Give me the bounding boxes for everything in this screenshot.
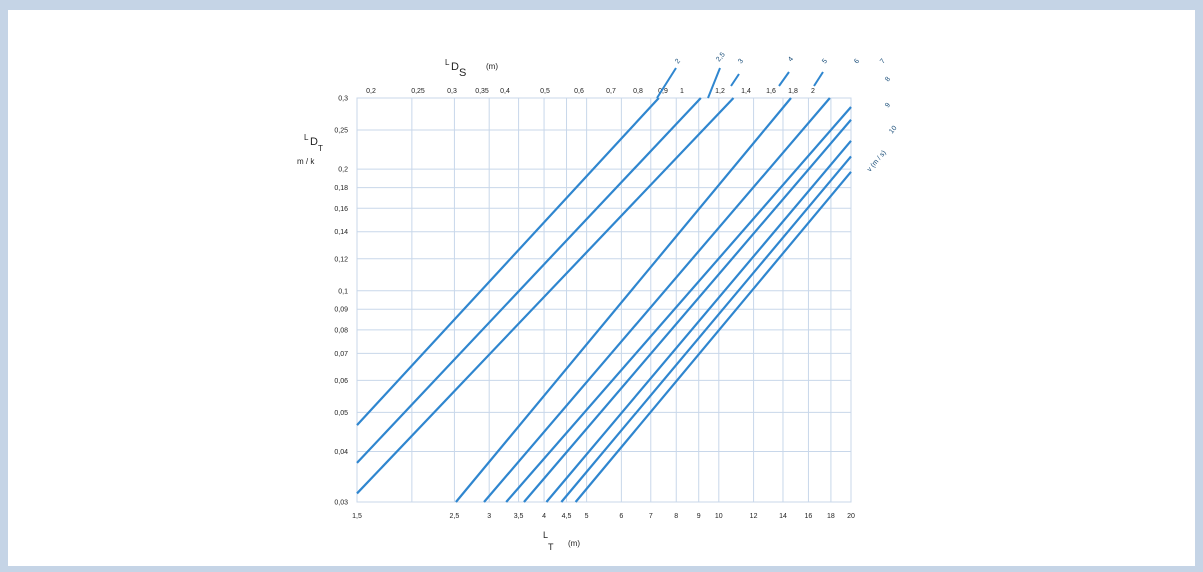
y-tick-label: 0,2 bbox=[338, 167, 348, 174]
x-tick-label: 2,5 bbox=[450, 513, 460, 520]
series-line bbox=[455, 97, 792, 503]
chart-panel: 1,5 2,5 3 3,5 4 4,5 5 6 7 8 9 10 12 14 16 18 20 0,03 0,04 0… bbox=[8, 10, 1195, 566]
y-tick-label: 0,16 bbox=[334, 206, 348, 213]
y-axis-unit: m / k bbox=[297, 157, 315, 166]
x-tick-label: 9 bbox=[697, 513, 701, 520]
series-value-label: 7 bbox=[879, 58, 887, 66]
series-value-label: 6 bbox=[853, 58, 861, 66]
y-tick-label: 0,25 bbox=[334, 127, 348, 134]
series-unit-label: v (m / s) bbox=[866, 149, 888, 173]
series-line bbox=[560, 155, 852, 503]
x-tick-label: 6 bbox=[619, 513, 623, 520]
x-axis-unit: (m) bbox=[568, 539, 580, 548]
series-line bbox=[356, 97, 660, 426]
top-tick-label: 0,5 bbox=[540, 88, 550, 95]
x-tick-label: 1,5 bbox=[352, 513, 362, 520]
x-tick-label: 8 bbox=[674, 513, 678, 520]
top-tick-label: 1,8 bbox=[788, 88, 798, 95]
top-axis-unit: (m) bbox=[486, 62, 498, 71]
series-line bbox=[523, 119, 852, 503]
top-tick-label: 2 bbox=[811, 88, 815, 95]
y-tick-label: 0,3 bbox=[338, 96, 348, 103]
plot-frame bbox=[356, 97, 852, 503]
top-tick-label: 1 bbox=[680, 88, 684, 95]
top-tick-label: 0,9 bbox=[658, 88, 668, 95]
series-line-extension bbox=[778, 71, 790, 87]
top-tick-label: 1,6 bbox=[766, 88, 776, 95]
series-line bbox=[545, 140, 852, 503]
series-value-label: 10 bbox=[888, 125, 898, 136]
y-tick-label: 0,06 bbox=[334, 378, 348, 385]
series-value-label: 8 bbox=[884, 76, 892, 84]
x-tick-label: 4,5 bbox=[562, 513, 572, 520]
y-tick-label: 0,07 bbox=[334, 351, 348, 358]
y-tick-label: 0,09 bbox=[334, 307, 348, 314]
top-tick-label: 0,8 bbox=[633, 88, 643, 95]
series-line bbox=[356, 97, 735, 495]
top-tick-label: 0,25 bbox=[411, 88, 425, 95]
series-line bbox=[505, 106, 852, 503]
x-tick-label: 14 bbox=[779, 513, 787, 520]
x-tick-label: 20 bbox=[847, 513, 855, 520]
y-tick-label: 0,03 bbox=[334, 500, 348, 507]
series-line bbox=[483, 97, 831, 503]
x-tick-label: 5 bbox=[585, 513, 589, 520]
top-tick-label: 0,3 bbox=[447, 88, 457, 95]
series-line-extension bbox=[730, 73, 740, 87]
series-line bbox=[574, 171, 852, 503]
top-tick-label: 1,2 bbox=[715, 88, 725, 95]
y-axis-title-main: L bbox=[304, 133, 309, 142]
series-value-label: 2 bbox=[674, 58, 682, 66]
top-tick-label: 0,2 bbox=[366, 88, 376, 95]
x-tick-label: 18 bbox=[827, 513, 835, 520]
series-line-extension bbox=[656, 67, 677, 99]
top-tick-label: 1,4 bbox=[741, 88, 751, 95]
y-tick-label: 0,14 bbox=[334, 229, 348, 236]
top-tick-label: 0,7 bbox=[606, 88, 616, 95]
x-tick-label: 7 bbox=[649, 513, 653, 520]
series-value-label: 4 bbox=[787, 56, 795, 64]
top-axis-title-mid: D bbox=[451, 61, 459, 73]
nomogram-chart: 1,5 2,5 3 3,5 4 4,5 5 6 7 8 9 10 12 14 16 18 200,030,040… bbox=[297, 51, 899, 552]
y-tick-label: 0,04 bbox=[334, 449, 348, 456]
series-line-extension bbox=[813, 71, 824, 87]
series-value-label: 2,5 bbox=[715, 51, 727, 63]
x-tick-label: 10 bbox=[715, 513, 723, 520]
x-axis-title-sub: T bbox=[548, 542, 554, 552]
y-tick-label: 0,12 bbox=[334, 256, 348, 263]
x-tick-label: 16 bbox=[805, 513, 813, 520]
top-tick-label: 0,35 bbox=[475, 88, 489, 95]
series-line bbox=[356, 97, 702, 464]
series-value-label: 5 bbox=[821, 58, 829, 66]
y-tick-label: 0,18 bbox=[334, 185, 348, 192]
y-axis-title-sub: T bbox=[318, 144, 323, 153]
x-tick-label: 12 bbox=[750, 513, 758, 520]
y-tick-label: 0,1 bbox=[338, 288, 348, 295]
x-tick-label: 4 bbox=[542, 513, 546, 520]
x-tick-label: 3 bbox=[487, 513, 491, 520]
top-tick-label: 0,4 bbox=[500, 88, 510, 95]
y-tick-label: 0,08 bbox=[334, 327, 348, 334]
top-tick-label: 0,6 bbox=[574, 88, 584, 95]
x-axis-title-main: L bbox=[543, 530, 548, 540]
top-axis-title-main: L bbox=[445, 58, 450, 67]
series-value-label: 3 bbox=[737, 58, 745, 66]
x-tick-label: 3,5 bbox=[514, 513, 524, 520]
y-axis-title-mid: D bbox=[310, 136, 318, 148]
series-line-extension bbox=[707, 67, 721, 99]
series-value-label: 9 bbox=[884, 102, 892, 110]
top-axis-title-sub: S bbox=[459, 67, 466, 79]
y-tick-label: 0,05 bbox=[334, 410, 348, 417]
